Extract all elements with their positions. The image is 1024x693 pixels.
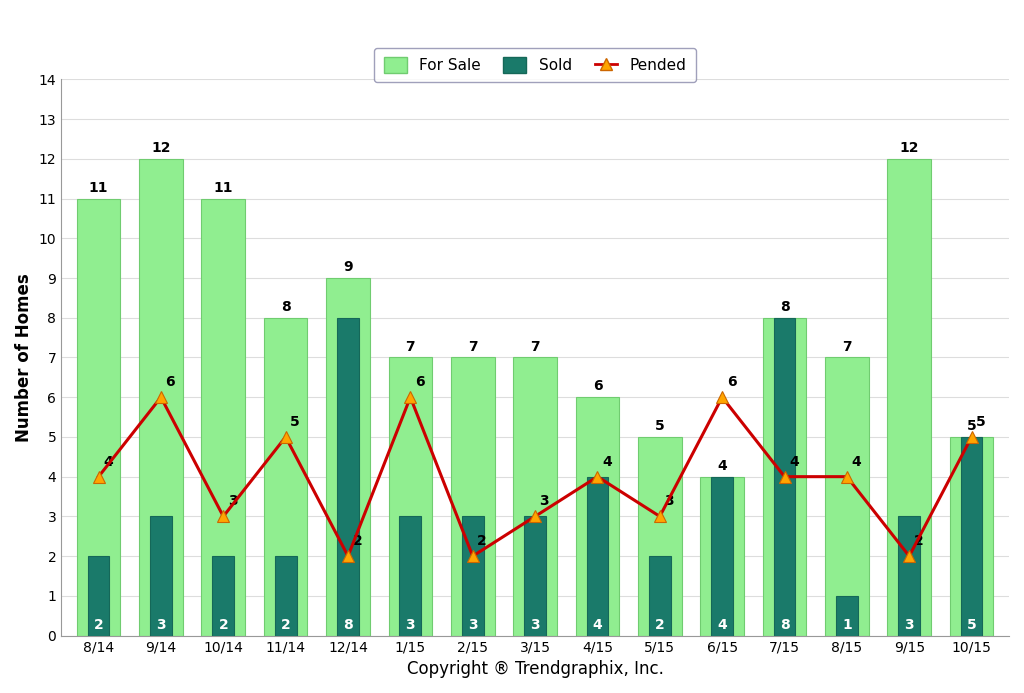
Text: 2: 2: [94, 618, 103, 633]
Bar: [836, 596, 858, 635]
Text: 3: 3: [904, 618, 914, 633]
Bar: [513, 358, 557, 635]
Text: 5: 5: [655, 419, 665, 433]
Text: 7: 7: [468, 340, 477, 353]
Text: 3: 3: [227, 494, 238, 509]
Bar: [399, 516, 421, 635]
Text: 2: 2: [913, 534, 924, 548]
Text: 2: 2: [281, 618, 291, 633]
Bar: [274, 556, 297, 635]
Bar: [950, 437, 993, 635]
Text: 11: 11: [89, 181, 109, 195]
Text: 4: 4: [103, 455, 113, 468]
Text: 4: 4: [851, 455, 861, 468]
Text: 5: 5: [976, 415, 986, 429]
Text: 8: 8: [779, 618, 790, 633]
Bar: [264, 318, 307, 635]
Bar: [337, 318, 359, 635]
Text: 8: 8: [343, 618, 353, 633]
Bar: [202, 199, 245, 635]
Text: 2: 2: [218, 618, 228, 633]
X-axis label: Copyright ® Trendgraphix, Inc.: Copyright ® Trendgraphix, Inc.: [407, 660, 664, 678]
Bar: [151, 516, 172, 635]
Text: 6: 6: [166, 375, 175, 389]
Text: 9: 9: [343, 260, 353, 274]
Text: 2: 2: [477, 534, 487, 548]
Bar: [649, 556, 671, 635]
Text: 2: 2: [352, 534, 362, 548]
Text: 3: 3: [540, 494, 549, 509]
Bar: [575, 397, 620, 635]
Text: 3: 3: [406, 618, 415, 633]
Text: 7: 7: [530, 340, 540, 353]
Text: 2: 2: [655, 618, 665, 633]
Bar: [451, 358, 495, 635]
Bar: [77, 199, 121, 635]
Y-axis label: Number of Homes: Number of Homes: [15, 273, 33, 442]
Bar: [327, 278, 370, 635]
Text: 11: 11: [214, 181, 233, 195]
Bar: [524, 516, 546, 635]
Bar: [898, 516, 921, 635]
Text: 7: 7: [842, 340, 852, 353]
Text: 4: 4: [717, 618, 727, 633]
Bar: [638, 437, 682, 635]
Bar: [462, 516, 483, 635]
Text: 5: 5: [967, 618, 977, 633]
Bar: [587, 477, 608, 635]
Text: 6: 6: [415, 375, 425, 389]
Bar: [961, 437, 982, 635]
Bar: [712, 477, 733, 635]
Text: 8: 8: [281, 300, 291, 314]
Text: 6: 6: [727, 375, 736, 389]
Bar: [825, 358, 868, 635]
Text: 1: 1: [842, 618, 852, 633]
Bar: [388, 358, 432, 635]
Bar: [212, 556, 234, 635]
Text: 6: 6: [593, 379, 602, 393]
Bar: [763, 318, 806, 635]
Text: 3: 3: [530, 618, 540, 633]
Text: 7: 7: [406, 340, 415, 353]
Bar: [88, 556, 110, 635]
Text: 3: 3: [156, 618, 166, 633]
Text: 4: 4: [717, 459, 727, 473]
Text: 8: 8: [779, 300, 790, 314]
Text: 3: 3: [665, 494, 674, 509]
Legend: For Sale, Sold, Pended: For Sale, Sold, Pended: [375, 48, 695, 82]
Text: 5: 5: [290, 415, 300, 429]
Bar: [700, 477, 744, 635]
Text: 4: 4: [593, 618, 602, 633]
Text: 12: 12: [152, 141, 171, 155]
Text: 4: 4: [602, 455, 611, 468]
Text: 12: 12: [899, 141, 919, 155]
Bar: [139, 159, 182, 635]
Text: 4: 4: [788, 455, 799, 468]
Bar: [888, 159, 931, 635]
Text: 3: 3: [468, 618, 477, 633]
Bar: [773, 318, 796, 635]
Text: 5: 5: [967, 419, 977, 433]
